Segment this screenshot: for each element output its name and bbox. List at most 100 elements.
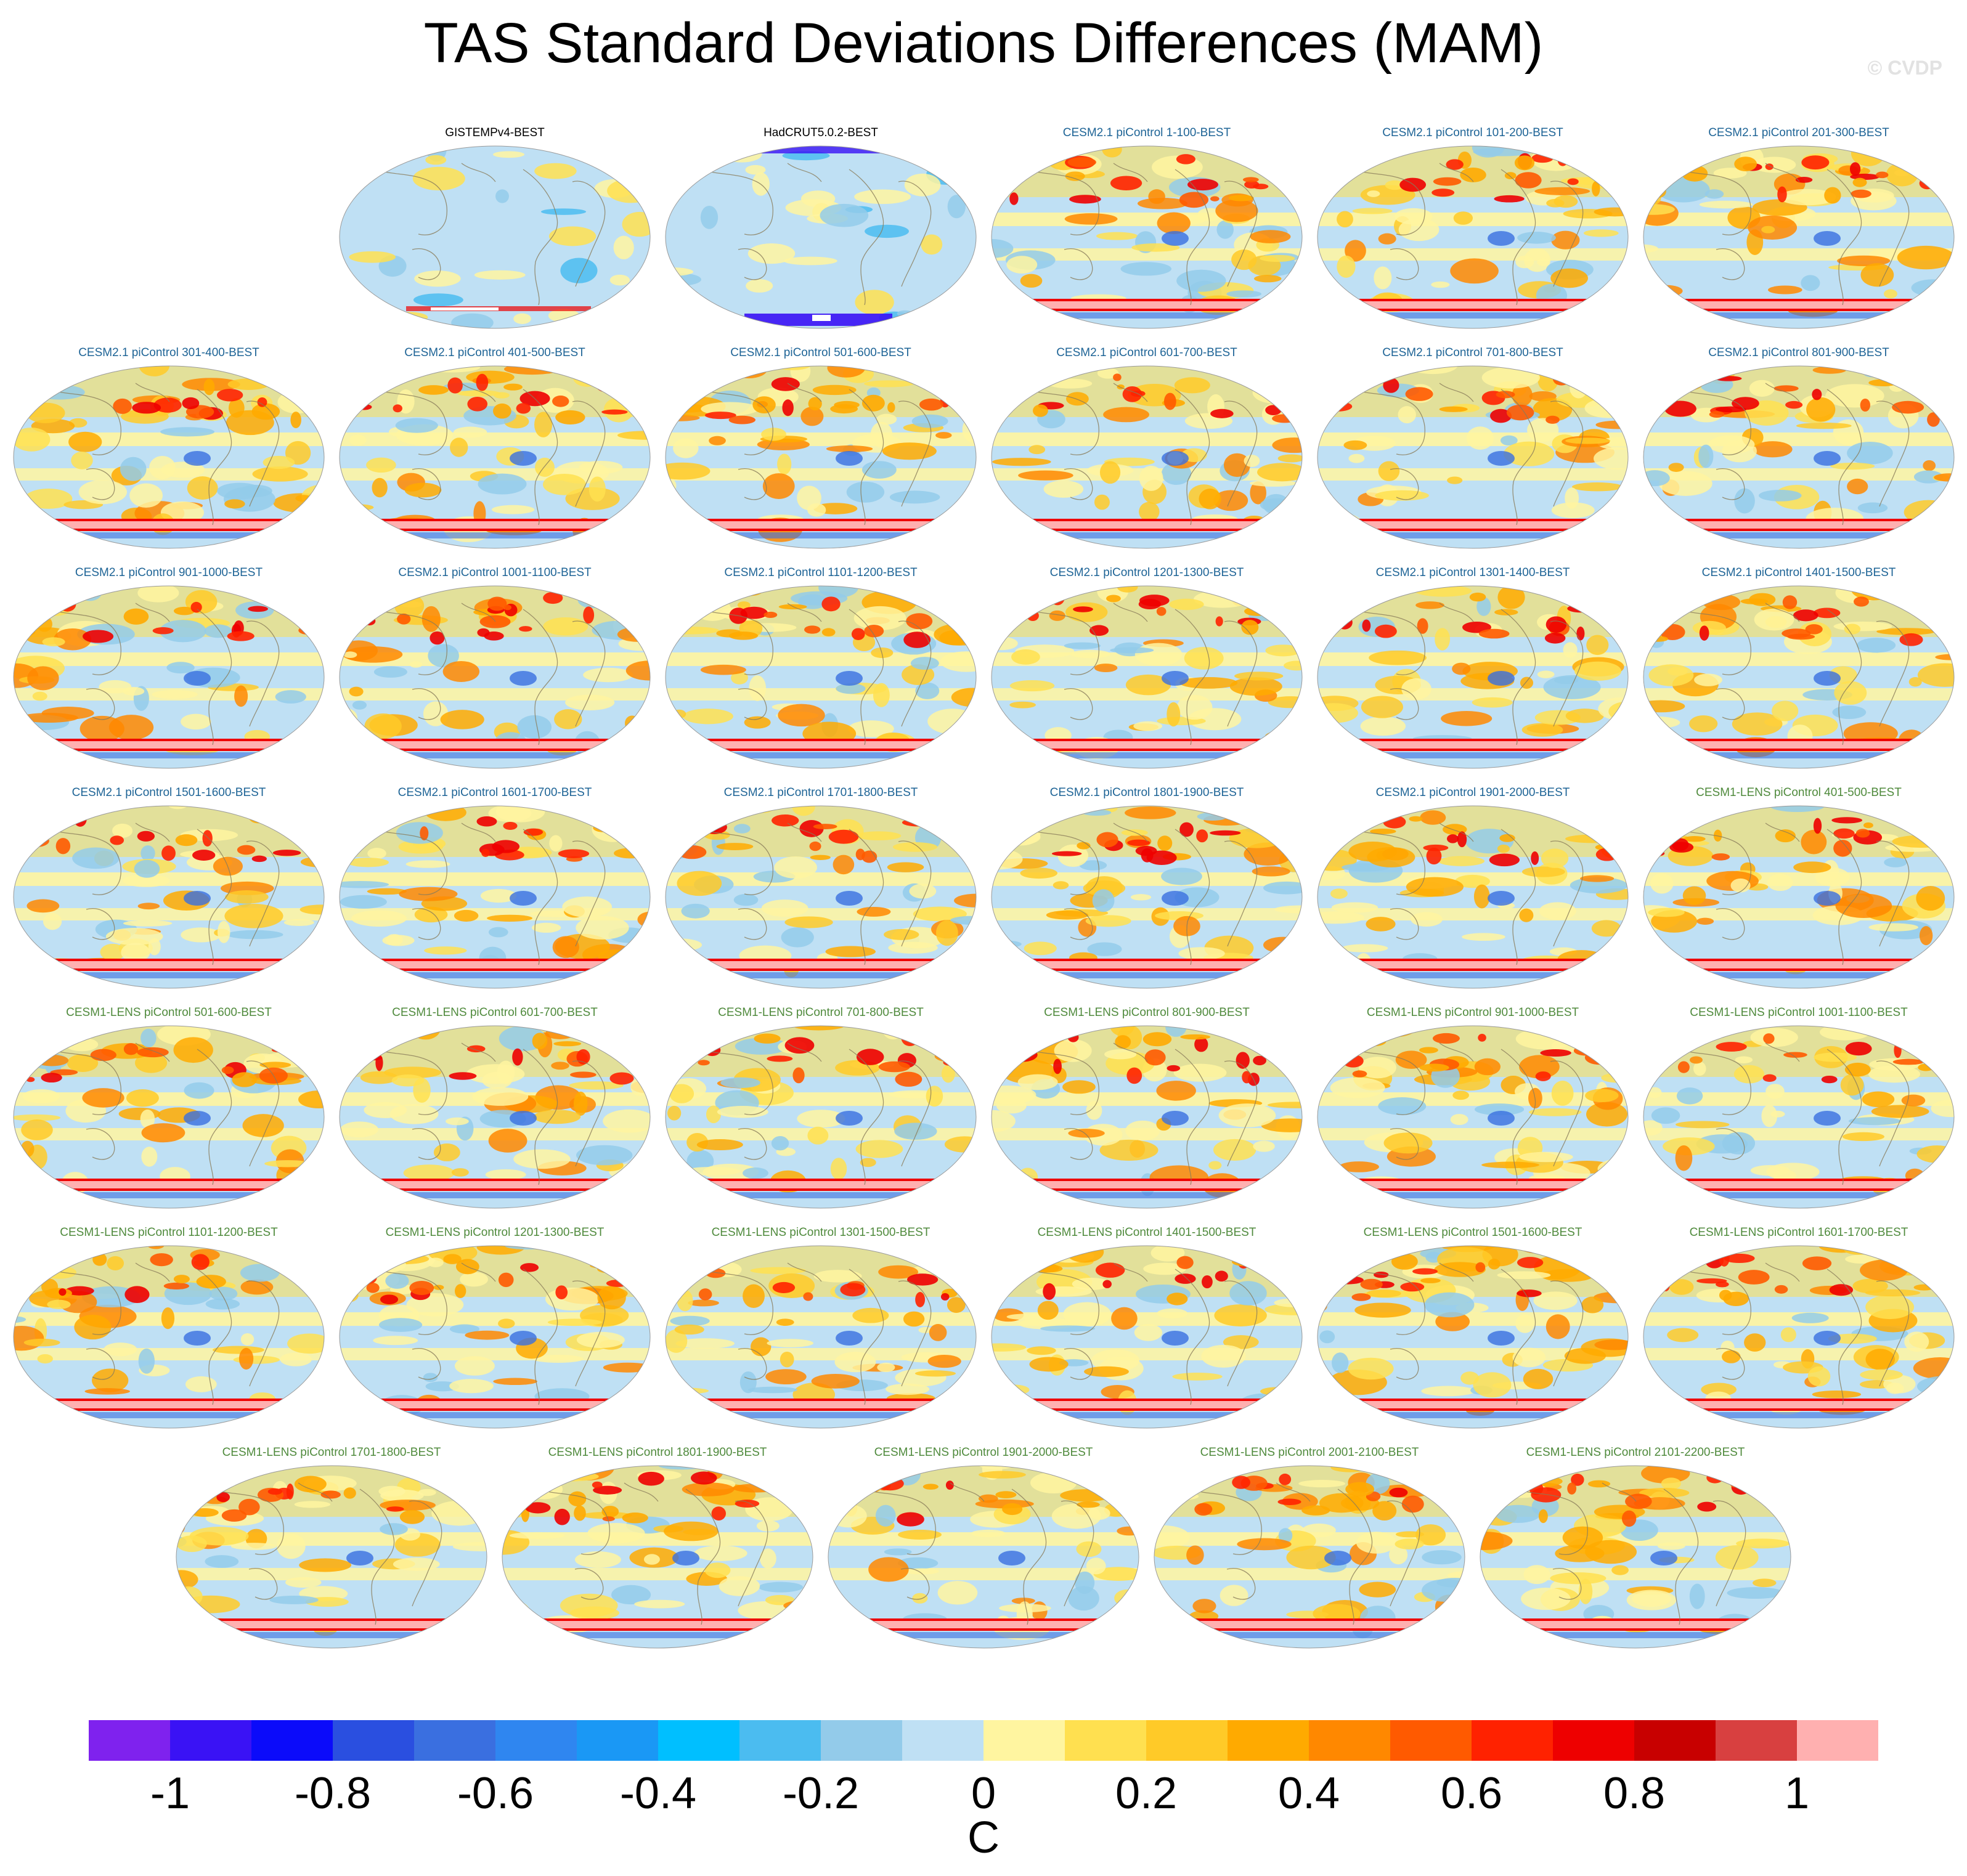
robinson-map bbox=[991, 805, 1303, 989]
robinson-map bbox=[1317, 585, 1629, 769]
map-panel: CESM1-LENS piControl 701-800-BEST bbox=[658, 1006, 984, 1223]
robinson-map bbox=[1643, 1245, 1955, 1429]
map-panel: CESM2.1 piControl 701-800-BEST bbox=[1310, 346, 1635, 563]
map-panel: CESM1-LENS piControl 801-900-BEST bbox=[984, 1006, 1309, 1223]
robinson-map bbox=[1317, 805, 1629, 989]
map-panel: CESM1-LENS piControl 2101-2200-BEST bbox=[1473, 1446, 1798, 1663]
colorbar-tick-label: 0.2 bbox=[1115, 1769, 1178, 1818]
colorbar-tick-label: 0.8 bbox=[1603, 1769, 1666, 1818]
colorbar-tick-label: 1 bbox=[1784, 1769, 1810, 1818]
map-panel: CESM2.1 piControl 1901-2000-BEST bbox=[1310, 786, 1635, 1003]
robinson-map bbox=[176, 1465, 487, 1649]
panel-title: HadCRUT5.0.2-BEST bbox=[764, 126, 878, 139]
panel-title: CESM2.1 piControl 1401-1500-BEST bbox=[1701, 566, 1896, 579]
panel-title: CESM2.1 piControl 801-900-BEST bbox=[1708, 346, 1889, 359]
colorbar-tick-label: 0.6 bbox=[1440, 1769, 1503, 1818]
colorbar-swatch bbox=[821, 1720, 903, 1761]
cvdp-credit: © CVDP bbox=[1867, 57, 1942, 79]
panel-title: CESM2.1 piControl 1901-2000-BEST bbox=[1375, 786, 1570, 799]
colorbar-swatch bbox=[170, 1720, 252, 1761]
panel-title: CESM1-LENS piControl 1201-1300-BEST bbox=[385, 1226, 605, 1239]
colorbar-swatch bbox=[1716, 1720, 1798, 1761]
colorbar-swatch bbox=[1553, 1720, 1635, 1761]
panel-title: CESM2.1 piControl 1601-1700-BEST bbox=[397, 786, 592, 799]
colorbar-swatch bbox=[1634, 1720, 1716, 1761]
robinson-map bbox=[991, 585, 1303, 769]
robinson-map bbox=[665, 1025, 977, 1209]
map-panel: CESM2.1 piControl 801-900-BEST bbox=[1636, 346, 1961, 563]
map-panel: CESM2.1 piControl 401-500-BEST bbox=[332, 346, 658, 563]
colorbar-tick-label: 0.4 bbox=[1277, 1769, 1340, 1818]
colorbar-swatch bbox=[1390, 1720, 1472, 1761]
map-panel: CESM2.1 piControl 1201-1300-BEST bbox=[984, 566, 1309, 783]
colorbar-tick-label: -0.8 bbox=[294, 1769, 372, 1818]
robinson-map bbox=[1643, 805, 1955, 989]
map-panel: CESM2.1 piControl 1701-1800-BEST bbox=[658, 786, 984, 1003]
robinson-map bbox=[13, 585, 325, 769]
colorbar-tick-label: -0.6 bbox=[457, 1769, 534, 1818]
robinson-map bbox=[339, 1245, 651, 1429]
panel-title: CESM2.1 piControl 1701-1800-BEST bbox=[723, 786, 918, 799]
panel-title: CESM1-LENS piControl 1401-1500-BEST bbox=[1037, 1226, 1256, 1239]
robinson-map bbox=[991, 1025, 1303, 1209]
map-panel: CESM1-LENS piControl 1801-1900-BEST bbox=[495, 1446, 820, 1663]
robinson-map bbox=[1317, 1025, 1629, 1209]
map-panel: CESM1-LENS piControl 1101-1200-BEST bbox=[6, 1226, 332, 1443]
map-panel: CESM1-LENS piControl 1301-1500-BEST bbox=[658, 1226, 984, 1443]
map-panel: CESM1-LENS piControl 1601-1700-BEST bbox=[1636, 1226, 1961, 1443]
panel-title: CESM1-LENS piControl 1801-1900-BEST bbox=[548, 1446, 767, 1459]
panel-title: CESM2.1 piControl 401-500-BEST bbox=[404, 346, 585, 359]
panel-title: CESM1-LENS piControl 801-900-BEST bbox=[1044, 1006, 1250, 1019]
panel-title: CESM1-LENS piControl 1701-1800-BEST bbox=[222, 1446, 441, 1459]
panel-title: CESM1-LENS piControl 401-500-BEST bbox=[1696, 786, 1902, 799]
robinson-map bbox=[502, 1465, 813, 1649]
colorbar-swatch bbox=[1146, 1720, 1228, 1761]
map-panel: CESM1-LENS piControl 1501-1600-BEST bbox=[1310, 1226, 1635, 1443]
map-panel: CESM2.1 piControl 1101-1200-BEST bbox=[658, 566, 984, 783]
map-panel: CESM1-LENS piControl 1201-1300-BEST bbox=[332, 1226, 658, 1443]
map-panel-grid: GISTEMPv4-BEST HadCRUT5.0.2-BEST CESM2.1 p… bbox=[6, 126, 1961, 1663]
robinson-map bbox=[1317, 145, 1629, 329]
panel-title: CESM2.1 piControl 1501-1600-BEST bbox=[71, 786, 266, 799]
panel-title: CESM1-LENS piControl 1901-2000-BEST bbox=[874, 1446, 1093, 1459]
map-panel: CESM1-LENS piControl 601-700-BEST bbox=[332, 1006, 658, 1223]
colorbar-swatch bbox=[251, 1720, 333, 1761]
robinson-map bbox=[339, 1025, 651, 1209]
colorbar-tick-label: -0.4 bbox=[619, 1769, 697, 1818]
robinson-map bbox=[1643, 1025, 1955, 1209]
colorbar-swatch bbox=[1065, 1720, 1147, 1761]
robinson-map bbox=[13, 805, 325, 989]
robinson-map bbox=[828, 1465, 1139, 1649]
panel-title: CESM2.1 piControl 901-1000-BEST bbox=[75, 566, 263, 579]
panel-title: CESM1-LENS piControl 701-800-BEST bbox=[718, 1006, 924, 1019]
robinson-map bbox=[1480, 1465, 1791, 1649]
panel-title: CESM1-LENS piControl 501-600-BEST bbox=[66, 1006, 272, 1019]
map-panel: HadCRUT5.0.2-BEST bbox=[658, 126, 984, 343]
panel-title: CESM2.1 piControl 1101-1200-BEST bbox=[724, 566, 918, 579]
map-panel: CESM1-LENS piControl 401-500-BEST bbox=[1636, 786, 1961, 1003]
robinson-map bbox=[991, 365, 1303, 549]
colorbar-tick-label: 0 bbox=[971, 1769, 996, 1818]
map-panel: CESM2.1 piControl 301-400-BEST bbox=[6, 346, 332, 563]
robinson-map bbox=[1317, 365, 1629, 549]
colorbar-swatch bbox=[739, 1720, 821, 1761]
colorbar-swatch bbox=[1228, 1720, 1309, 1761]
colorbar-swatch bbox=[1309, 1720, 1391, 1761]
map-panel: CESM2.1 piControl 501-600-BEST bbox=[658, 346, 984, 563]
robinson-map bbox=[13, 1025, 325, 1209]
robinson-map bbox=[1154, 1465, 1465, 1649]
colorbar-swatch bbox=[902, 1720, 984, 1761]
map-panel: CESM2.1 piControl 1801-1900-BEST bbox=[984, 786, 1309, 1003]
map-panel: CESM1-LENS piControl 501-600-BEST bbox=[6, 1006, 332, 1223]
colorbar-swatch bbox=[984, 1720, 1065, 1761]
map-panel: CESM2.1 piControl 1601-1700-BEST bbox=[332, 786, 658, 1003]
colorbar-swatch bbox=[333, 1720, 415, 1761]
map-panel: CESM2.1 piControl 1501-1600-BEST bbox=[6, 786, 332, 1003]
panel-title: CESM2.1 piControl 501-600-BEST bbox=[730, 346, 911, 359]
robinson-map bbox=[1643, 365, 1955, 549]
robinson-map bbox=[13, 365, 325, 549]
colorbar-swatch bbox=[577, 1720, 659, 1761]
map-panel: CESM1-LENS piControl 1701-1800-BEST bbox=[169, 1446, 494, 1663]
colorbar-swatch bbox=[1472, 1720, 1554, 1761]
robinson-map bbox=[665, 145, 977, 329]
